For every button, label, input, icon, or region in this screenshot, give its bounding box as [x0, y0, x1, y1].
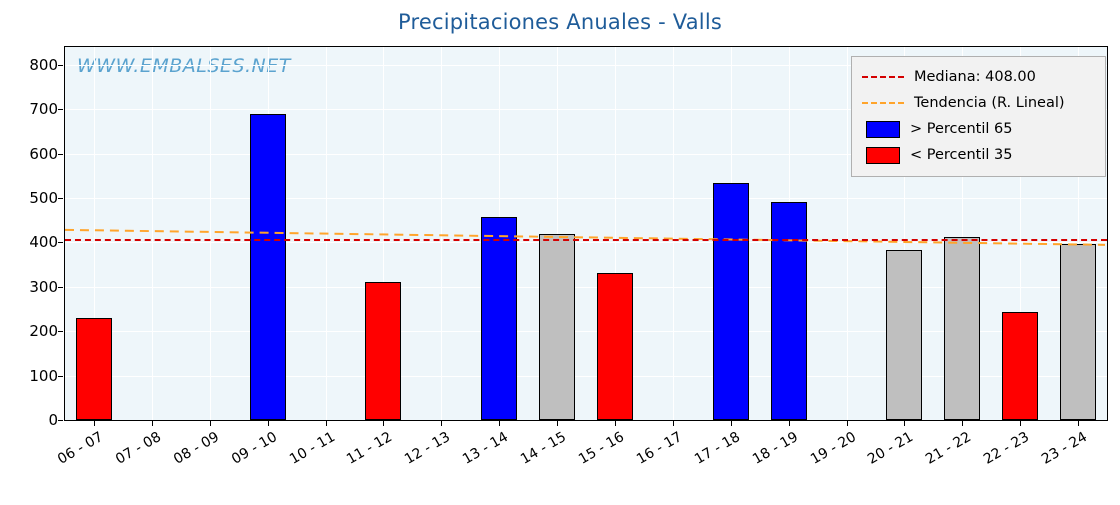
legend-line-swatch: [862, 68, 904, 86]
gridline-vertical: [93, 47, 95, 420]
gridline-vertical: [904, 47, 906, 420]
y-tick-mark: [58, 331, 63, 333]
y-tick-mark: [58, 197, 63, 199]
bar-11-12: [365, 281, 402, 420]
x-tick-mark: [962, 421, 964, 426]
gridline-horizontal: [65, 286, 1107, 288]
legend-dash: [862, 76, 904, 78]
bar-20-21: [886, 249, 923, 420]
y-tick-mark: [58, 153, 63, 155]
x-tick-mark: [614, 421, 616, 426]
y-tick-mark: [58, 242, 63, 244]
chart-title: Precipitaciones Anuales - Valls: [398, 10, 722, 34]
x-tick-mark: [499, 421, 501, 426]
y-tick-label: 600: [29, 144, 58, 163]
bar-15-16: [596, 273, 633, 420]
x-tick-mark: [93, 421, 95, 426]
x-tick-mark: [267, 421, 269, 426]
gridline-horizontal: [65, 331, 1107, 333]
x-tick-mark: [846, 421, 848, 426]
gridline-horizontal: [65, 64, 1107, 66]
legend-label: < Percentil 35: [910, 147, 1013, 163]
legend: Mediana: 408.00 Tendencia (R. Lineal) > Pe…: [851, 56, 1106, 177]
legend-label: > Percentil 65: [910, 121, 1013, 137]
plot-area: WWW.EMBALSES.NET: [64, 46, 1108, 421]
bar-18-19: [770, 201, 807, 420]
gridline-horizontal: [65, 197, 1107, 199]
legend-item: < Percentil 35: [862, 142, 1095, 168]
x-tick-mark: [383, 421, 385, 426]
x-tick-mark: [730, 421, 732, 426]
bar-17-18: [712, 182, 749, 420]
legend-label: Mediana: 408.00: [914, 69, 1036, 85]
x-tick-mark: [1020, 421, 1022, 426]
gridline-horizontal: [65, 242, 1107, 244]
y-tick-label: 300: [29, 277, 58, 296]
y-tick-label: 800: [29, 55, 58, 74]
y-axis: 0 100 200 300 400 500 600 700 800: [0, 46, 63, 429]
gridline-vertical: [1078, 47, 1080, 420]
y-tick-label: 700: [29, 100, 58, 119]
x-tick-mark: [904, 421, 906, 426]
bar-06-07: [75, 317, 112, 420]
x-tick-mark: [1078, 421, 1080, 426]
gridline-vertical: [441, 47, 443, 420]
legend-label: Tendencia (R. Lineal): [914, 95, 1065, 111]
gridline-vertical: [209, 47, 211, 420]
gridline-horizontal: [65, 153, 1107, 155]
legend-item: Tendencia (R. Lineal): [862, 90, 1095, 116]
legend-line-swatch: [862, 94, 904, 112]
watermark-text: WWW.EMBALSES.NET: [77, 55, 291, 77]
gridline-horizontal: [65, 375, 1107, 377]
bar-22-23: [1002, 312, 1039, 420]
y-tick-label: 500: [29, 188, 58, 207]
gridline-horizontal: [65, 109, 1107, 111]
x-tick-mark: [672, 421, 674, 426]
x-tick-mark: [441, 421, 443, 426]
trend-line: [65, 228, 1106, 246]
y-tick-mark: [58, 420, 63, 421]
x-tick-mark: [151, 421, 153, 426]
y-tick-mark: [58, 64, 63, 66]
x-tick-mark: [325, 421, 327, 426]
gridline-vertical: [846, 47, 848, 420]
y-tick-label: 0: [48, 411, 58, 429]
x-tick-mark: [557, 421, 559, 426]
gridline-vertical: [962, 47, 964, 420]
gridline-vertical: [151, 47, 153, 420]
gridline-vertical: [614, 47, 616, 420]
legend-item: > Percentil 65: [862, 116, 1095, 142]
legend-color-swatch: [866, 120, 900, 138]
gridline-vertical: [672, 47, 674, 420]
x-tick-mark: [788, 421, 790, 426]
y-tick-mark: [58, 286, 63, 288]
bar-13-14: [481, 217, 518, 420]
bar-09-10: [249, 114, 286, 420]
y-tick-label: 100: [29, 366, 58, 385]
gridline-vertical: [557, 47, 559, 420]
median-line: [65, 238, 1107, 241]
x-tick-label: 23 - 24: [1039, 429, 1091, 468]
legend-dash: [862, 102, 904, 104]
x-axis: 06 - 07 07 - 08 08 - 09 09 - 10 10 - 11 11 - …: [55, 421, 1108, 500]
y-tick-mark: [58, 375, 63, 377]
gridline-vertical: [1020, 47, 1022, 420]
bar-21-22: [944, 236, 981, 420]
bar-23-24: [1060, 243, 1096, 420]
bar-14-15: [539, 233, 575, 420]
legend-color-swatch: [866, 146, 900, 164]
y-tick-label: 400: [29, 233, 58, 252]
x-tick-mark: [209, 421, 211, 426]
legend-item: Mediana: 408.00: [862, 64, 1095, 90]
y-tick-label: 200: [29, 322, 58, 341]
y-tick-mark: [58, 109, 63, 111]
